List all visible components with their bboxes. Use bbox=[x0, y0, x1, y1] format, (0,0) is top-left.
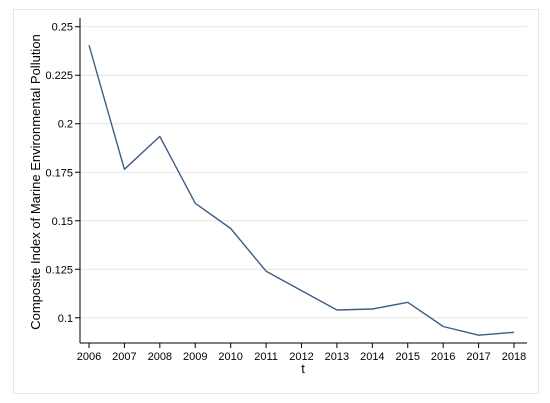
x-tick-label: 2007 bbox=[112, 351, 136, 363]
y-tick-label: 0.175 bbox=[45, 167, 73, 179]
x-tick-label: 2012 bbox=[289, 351, 313, 363]
x-tick-label: 2013 bbox=[325, 351, 349, 363]
series bbox=[88, 45, 515, 336]
y-tick-label: 0.125 bbox=[45, 264, 73, 276]
y-ticks: 0.1 0.125 0.15 0.175 0.2 0.225 0.25 bbox=[45, 22, 80, 325]
x-tick-label: 2017 bbox=[466, 351, 490, 363]
x-tick-label: 2009 bbox=[183, 351, 207, 363]
y-tick-label: 0.1 bbox=[58, 313, 73, 325]
series-line bbox=[88, 45, 515, 336]
x-tick-label: 2010 bbox=[218, 351, 242, 363]
y-axis-label: Composite Index of Marine Environmental … bbox=[28, 34, 43, 330]
y-tick-label: 0.2 bbox=[58, 119, 73, 131]
chart-frame bbox=[13, 9, 539, 394]
x-tick-label: 2015 bbox=[396, 351, 420, 363]
axes bbox=[79, 18, 527, 344]
x-axis-label: t bbox=[301, 361, 305, 376]
x-tick-label: 2006 bbox=[77, 351, 101, 363]
x-tick-label: 2016 bbox=[431, 351, 455, 363]
y-tick-label: 0.25 bbox=[52, 22, 73, 34]
y-tick-label: 0.225 bbox=[45, 70, 73, 82]
x-tick-label: 2008 bbox=[148, 351, 172, 363]
x-tick-label: 2011 bbox=[254, 351, 278, 363]
y-tick-label: 0.15 bbox=[52, 216, 73, 228]
x-tick-label: 2014 bbox=[360, 351, 384, 363]
x-ticks: 2006 2007 2008 2009 2010 2011 2012 2013 2014 2015… bbox=[77, 343, 526, 363]
gridlines bbox=[80, 26, 527, 319]
x-tick-label: 2018 bbox=[502, 351, 526, 363]
